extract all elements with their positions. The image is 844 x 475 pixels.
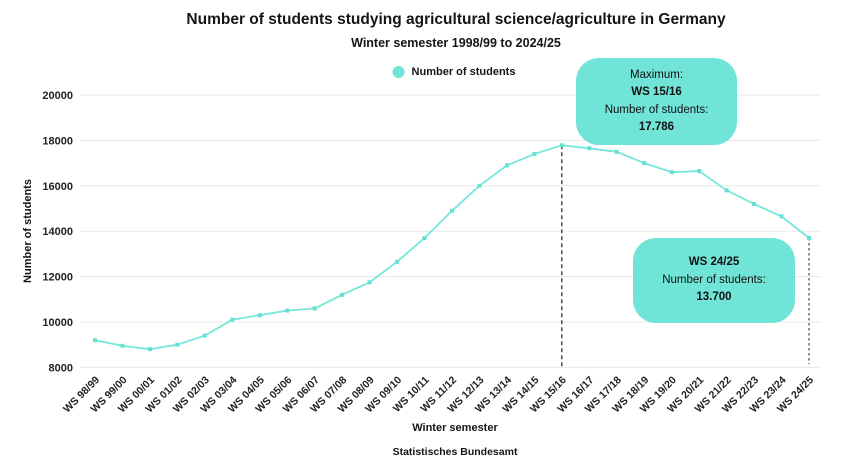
annotation-latest: WS 24/25 Number of students: 13.700 [633, 238, 795, 323]
y-tick-label: 16000 [42, 181, 73, 193]
annotation-latest-semester: WS 24/25 [688, 256, 740, 269]
data-point [257, 313, 262, 318]
y-tick-label: 10000 [42, 317, 73, 329]
y-axis-title: Number of students [22, 179, 34, 283]
data-point [175, 342, 180, 347]
data-point [312, 306, 317, 311]
legend: Number of students [392, 66, 516, 78]
y-tick-label: 12000 [42, 272, 73, 284]
annotation-latest-students-label: Number of students: [662, 273, 766, 286]
data-point [340, 292, 345, 297]
annotation-latest-value: 13.700 [696, 291, 732, 304]
y-tick-label: 8000 [49, 362, 73, 374]
annotation-maximum-label: Maximum: [629, 68, 684, 81]
chart-subtitle: Winter semester 1998/99 to 2024/25 [351, 36, 561, 50]
data-point [120, 343, 125, 348]
data-point [93, 338, 97, 343]
data-point [230, 317, 235, 322]
source-label: Statistisches Bundesamt [392, 446, 518, 458]
chart-title: Number of students studying agricultural… [186, 11, 726, 28]
data-point [752, 202, 756, 206]
y-tick-label: 14000 [42, 226, 73, 238]
data-point [669, 170, 674, 175]
data-point [477, 183, 482, 188]
data-point [532, 152, 537, 156]
legend-marker-icon [392, 66, 405, 78]
data-point [587, 146, 592, 151]
data-point [614, 149, 619, 154]
data-point [202, 333, 207, 338]
data-point [395, 259, 400, 264]
data-point [450, 208, 454, 213]
x-axis-title: Winter semester [412, 422, 498, 434]
data-point [779, 214, 784, 219]
y-tick-label: 20000 [42, 90, 73, 102]
data-point [642, 161, 647, 166]
data-point [559, 143, 564, 148]
annotation-maximum-semester: WS 15/16 [631, 86, 682, 98]
data-point [724, 188, 729, 193]
annotation-maximum-students-label: Number of students: [604, 103, 709, 116]
data-point [807, 236, 811, 240]
legend-label: Number of students [411, 66, 516, 78]
data-point [285, 308, 290, 313]
y-tick-label: 18000 [42, 135, 73, 147]
data-point [422, 236, 427, 240]
annotation-maximum-value: 17.786 [638, 121, 675, 133]
annotation-maximum: Maximum: WS 15/16 Number of students: 17… [576, 58, 737, 145]
data-point [697, 169, 702, 173]
data-point [367, 280, 372, 285]
data-point [504, 163, 509, 168]
data-point [147, 347, 152, 352]
